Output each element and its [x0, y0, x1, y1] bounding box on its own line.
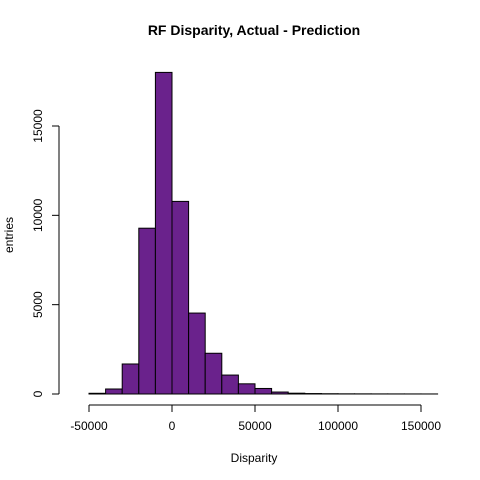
x-tick-label: 100000 — [318, 419, 358, 433]
histogram-bar — [237, 383, 256, 395]
y-axis: 0 5000 10000 15000 — [31, 109, 60, 397]
histogram-bar — [204, 352, 223, 395]
y-tick-label: 10000 — [31, 198, 45, 232]
histogram-bar — [105, 388, 123, 395]
x-tick-label: 0 — [169, 419, 176, 433]
histogram-bar — [188, 312, 206, 395]
y-tick-label: 0 — [31, 390, 45, 397]
x-tick-label: 150000 — [401, 419, 441, 433]
chart-title: RF Disparity, Actual - Prediction — [148, 22, 360, 38]
histogram-bar — [88, 392, 107, 395]
histogram-bar — [271, 391, 289, 395]
histogram-bar — [121, 363, 140, 395]
histogram-bar — [254, 387, 273, 395]
x-tick-label: 50000 — [238, 419, 272, 433]
histogram-bar — [138, 227, 156, 395]
histogram-bar — [221, 374, 239, 395]
histogram-bars — [88, 71, 439, 395]
histogram-bar — [154, 71, 173, 395]
y-tick-label: 5000 — [31, 291, 45, 318]
y-tick-label: 15000 — [31, 109, 45, 143]
histogram-bar — [287, 392, 306, 395]
x-axis: -50000 0 50000 100000 150000 — [70, 404, 441, 433]
histogram-bar — [171, 200, 190, 395]
y-axis-label: entries — [2, 217, 16, 253]
x-tick-label: -50000 — [70, 419, 108, 433]
x-axis-label: Disparity — [231, 451, 278, 465]
